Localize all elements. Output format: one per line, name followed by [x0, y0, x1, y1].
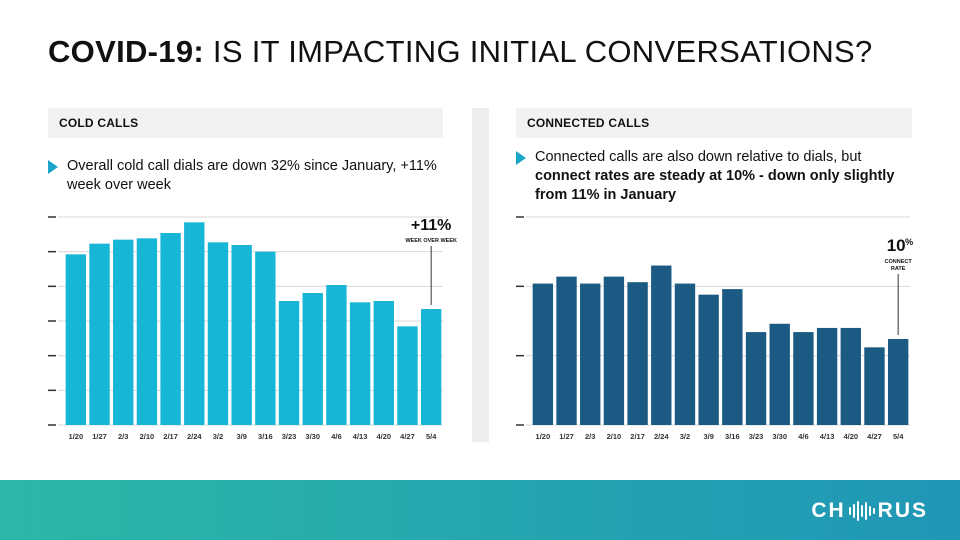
- triangle-bullet-icon: [48, 160, 58, 174]
- x-tick-label: 3/2: [680, 432, 690, 441]
- bar: [420, 309, 442, 425]
- annotation-value-sup: %: [905, 237, 913, 247]
- bar: [532, 283, 554, 425]
- x-tick-label: 4/20: [843, 432, 858, 441]
- bar: [302, 293, 323, 425]
- x-tick-label: 4/13: [353, 432, 368, 441]
- x-tick-label: 3/2: [213, 432, 223, 441]
- bar: [231, 245, 252, 425]
- bar: [184, 222, 205, 425]
- x-tick-label: 4/27: [867, 432, 882, 441]
- bar: [207, 242, 229, 425]
- bar: [603, 276, 625, 425]
- connected-calls-bullet-text: Connected calls are also down relative t…: [535, 148, 916, 205]
- bullet-normal-text: Connected calls are also down relative t…: [535, 149, 862, 165]
- x-tick-label: 4/27: [400, 432, 415, 441]
- chorus-logo: CH RUS: [811, 499, 928, 523]
- x-tick-label: 3/23: [749, 432, 764, 441]
- bar: [113, 239, 134, 425]
- bar: [745, 332, 767, 425]
- connected-calls-header: CONNECTED CALLS: [516, 108, 912, 138]
- cold-calls-bullet-text: Overall cold call dials are down 32% sin…: [67, 158, 437, 193]
- bar: [816, 327, 838, 425]
- bar: [136, 238, 158, 425]
- bar: [769, 323, 790, 425]
- x-tick-label: 2/10: [140, 432, 155, 441]
- bar: [556, 276, 577, 425]
- x-tick-label: 4/6: [798, 432, 808, 441]
- x-tick-label: 4/6: [331, 432, 341, 441]
- x-tick-label: 4/13: [820, 432, 835, 441]
- x-tick-label: 5/4: [893, 432, 904, 441]
- bar: [65, 254, 87, 425]
- bar: [651, 265, 672, 425]
- x-tick-label: 3/30: [305, 432, 320, 441]
- annotation-value: 10: [887, 236, 906, 255]
- soundwave-icon: [848, 500, 876, 522]
- x-tick-label: 3/16: [725, 432, 740, 441]
- bar: [373, 301, 394, 425]
- bar: [326, 285, 347, 425]
- x-tick-label: 2/17: [630, 432, 645, 441]
- x-tick-label: 3/16: [258, 432, 273, 441]
- title-bold: COVID-19:: [48, 34, 205, 69]
- triangle-bullet-icon: [516, 151, 526, 165]
- x-tick-label: 1/27: [559, 432, 574, 441]
- bar: [793, 332, 814, 425]
- cold-calls-header: COLD CALLS: [48, 108, 443, 138]
- annotation-value: +11%: [411, 217, 451, 234]
- x-tick-label: 2/24: [654, 432, 669, 441]
- bar: [397, 326, 418, 425]
- x-tick-label: 2/24: [187, 432, 202, 441]
- x-tick-label: 2/3: [585, 432, 595, 441]
- x-tick-label: 2/3: [118, 432, 128, 441]
- x-tick-label: 3/30: [772, 432, 787, 441]
- annotation-subtext-1: CONNECT: [885, 259, 913, 265]
- title-rest: IS IT IMPACTING INITIAL CONVERSATIONS?: [204, 34, 873, 69]
- bar: [674, 283, 696, 425]
- bar: [698, 294, 719, 425]
- bar: [278, 301, 300, 425]
- bar: [89, 243, 110, 425]
- annotation-subtext: WEEK OVER WEEK: [405, 238, 457, 244]
- x-tick-label: 2/10: [607, 432, 622, 441]
- bar: [255, 251, 276, 425]
- x-tick-label: 1/20: [536, 432, 551, 441]
- x-tick-label: 3/9: [236, 432, 246, 441]
- bar: [627, 282, 648, 425]
- bar: [887, 339, 909, 425]
- bar: [349, 302, 371, 425]
- bar: [864, 347, 885, 425]
- bullet-bold-text: connect rates are steady at 10% - down o…: [535, 168, 895, 203]
- logo-text-right: RUS: [877, 499, 928, 522]
- annotation-subtext-2: RATE: [891, 266, 906, 272]
- x-tick-label: 2/17: [163, 432, 178, 441]
- x-tick-label: 3/9: [703, 432, 713, 441]
- page-title: COVID-19: IS IT IMPACTING INITIAL CONVER…: [48, 34, 873, 70]
- logo-text-left: CH: [811, 499, 846, 522]
- x-tick-label: 3/23: [282, 432, 297, 441]
- footer-band: CH RUS: [0, 480, 960, 540]
- panel-divider: [472, 108, 489, 442]
- x-tick-label: 1/20: [69, 432, 84, 441]
- bar: [160, 233, 181, 425]
- x-tick-label: 5/4: [426, 432, 437, 441]
- x-tick-label: 1/27: [92, 432, 107, 441]
- x-tick-label: 4/20: [376, 432, 391, 441]
- bar: [722, 289, 743, 425]
- bar: [840, 327, 861, 425]
- bar: [580, 283, 601, 425]
